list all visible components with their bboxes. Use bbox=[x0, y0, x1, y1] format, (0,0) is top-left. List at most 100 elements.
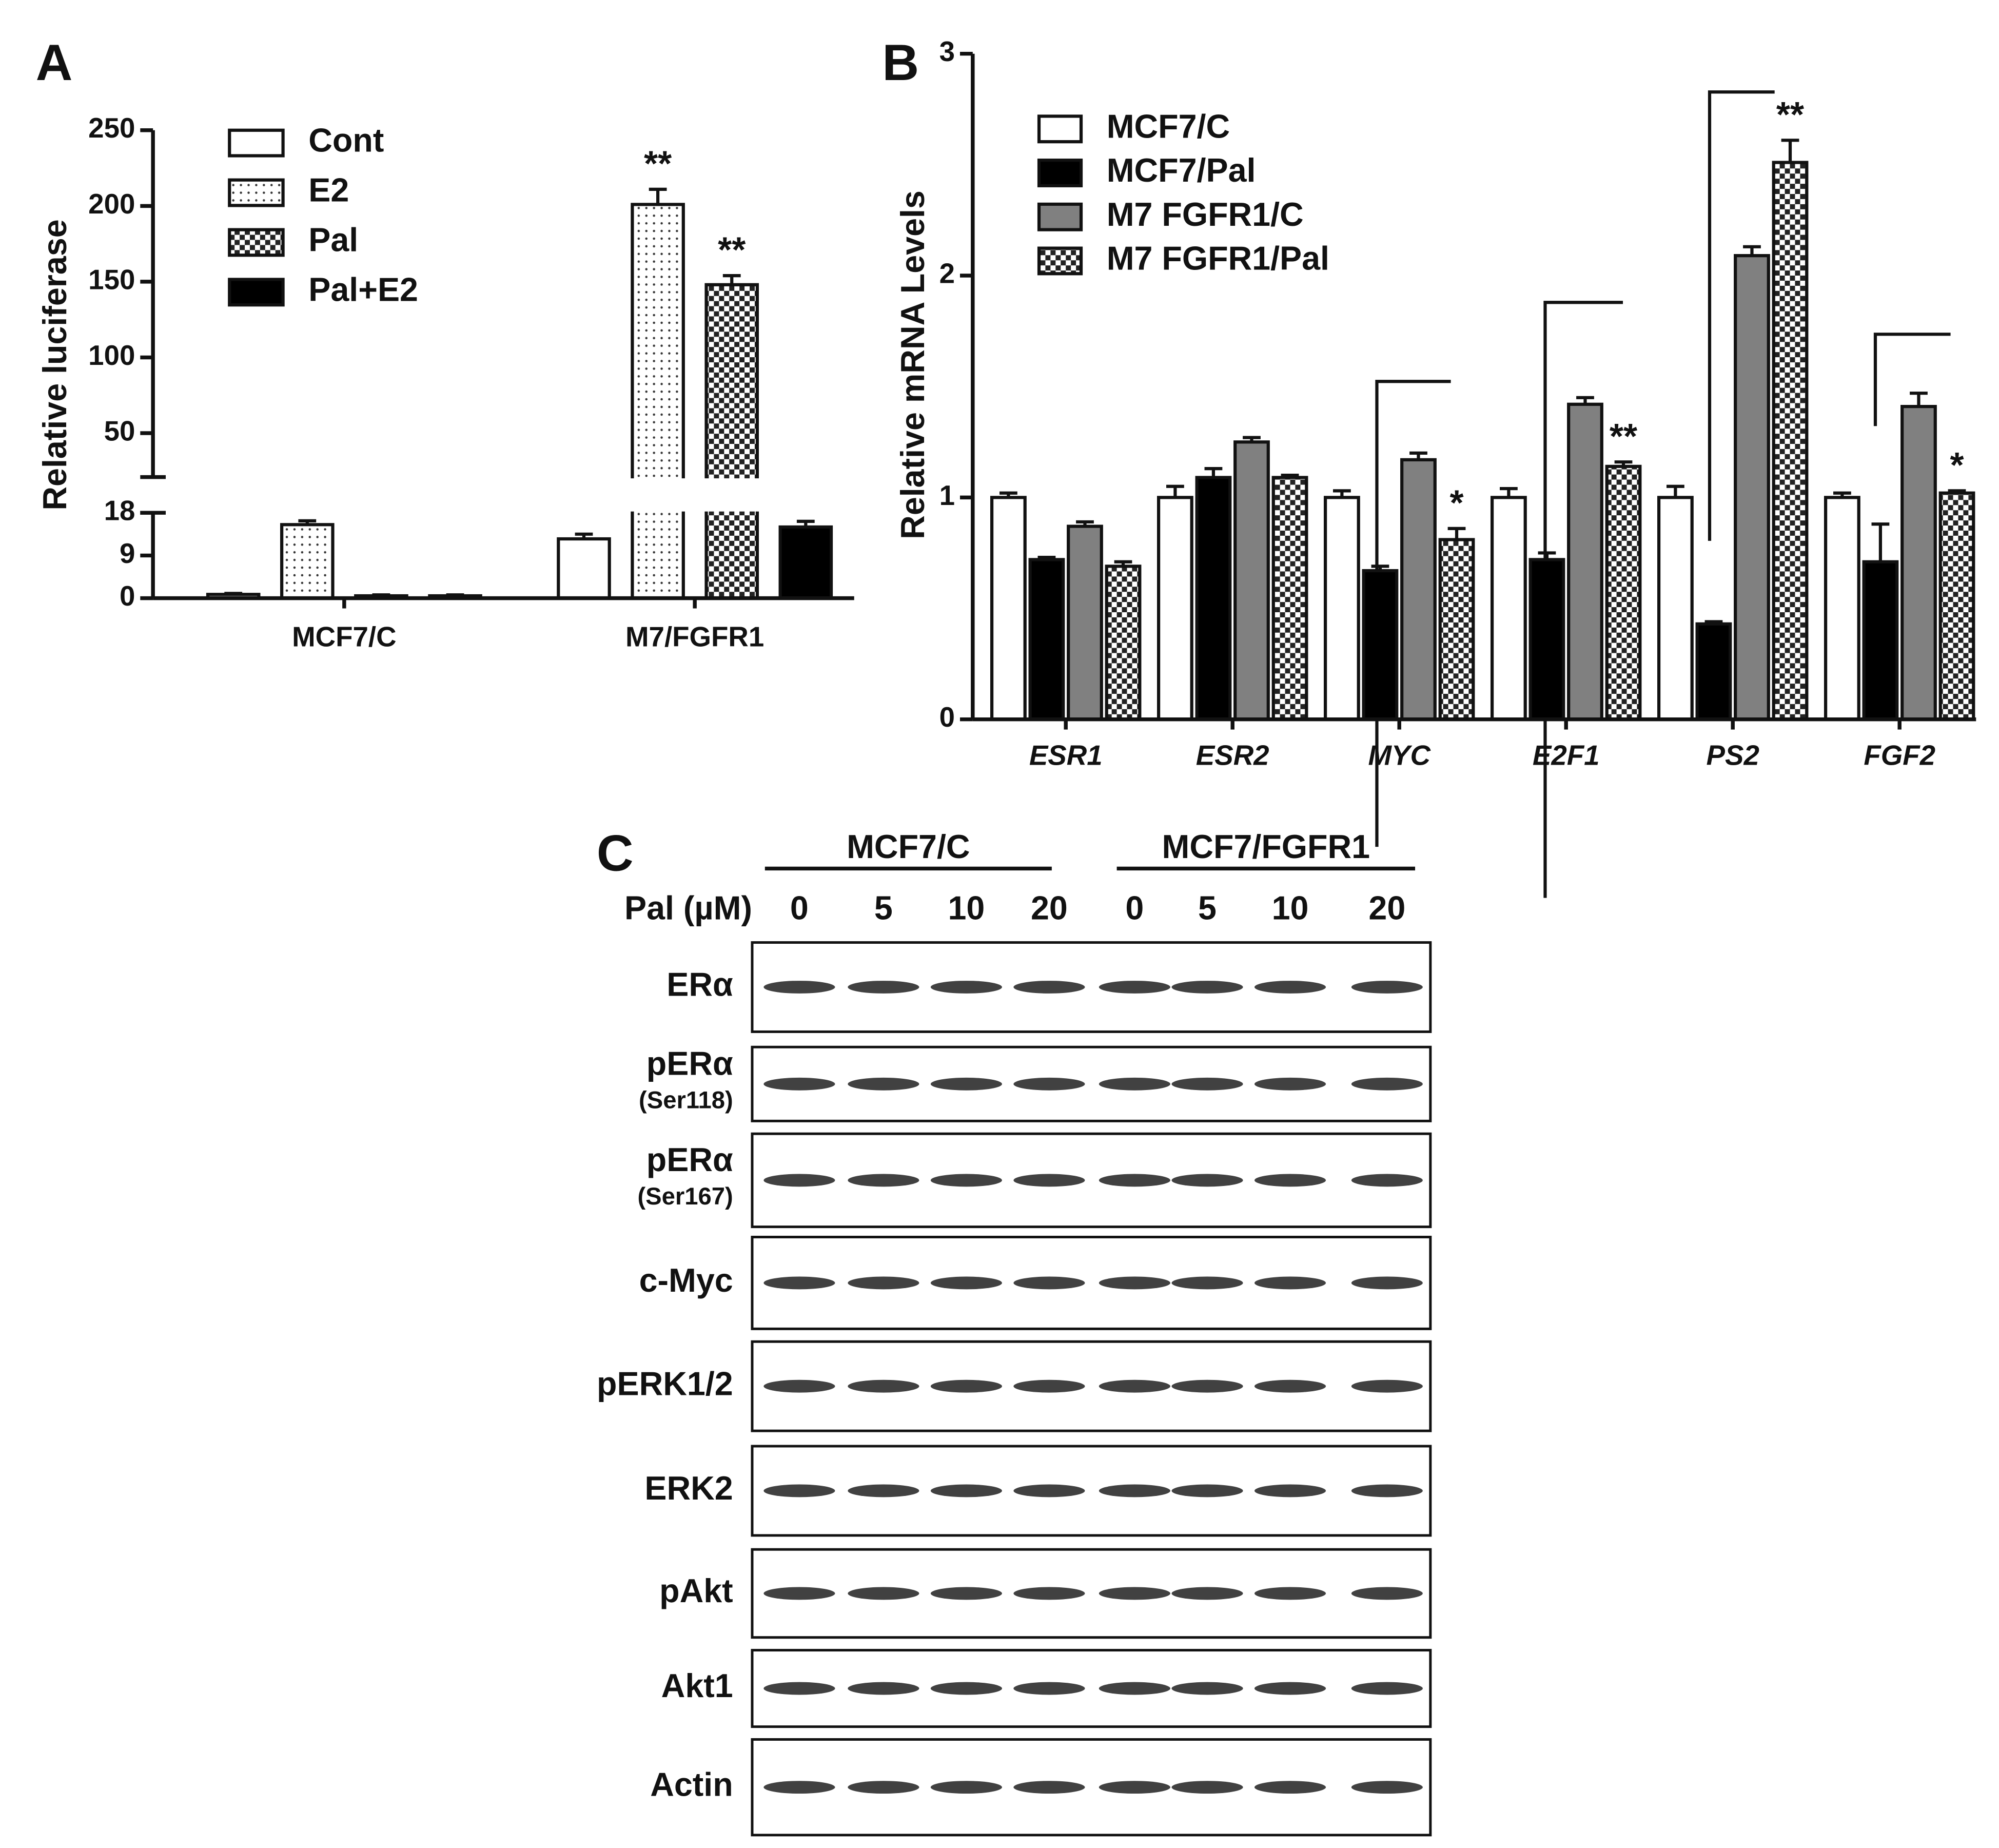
band bbox=[1099, 1484, 1170, 1497]
band bbox=[763, 1781, 835, 1794]
y-tick-label: 18 bbox=[104, 495, 135, 527]
error-bar bbox=[1281, 474, 1299, 478]
y-tick-label: 2 bbox=[939, 258, 955, 289]
dose: 20 bbox=[1031, 889, 1068, 926]
y-tick-label: 150 bbox=[88, 264, 135, 295]
error-bar bbox=[1114, 560, 1132, 567]
panel-label: A bbox=[36, 34, 73, 91]
legend-swatch bbox=[1037, 202, 1083, 231]
bar bbox=[704, 283, 759, 600]
band bbox=[763, 1484, 835, 1497]
band bbox=[930, 1276, 1002, 1290]
dose: 10 bbox=[1272, 889, 1309, 926]
band bbox=[1171, 1174, 1243, 1187]
bar bbox=[1438, 538, 1475, 721]
panel-label: C bbox=[597, 825, 634, 882]
row-label: pAkt bbox=[659, 1572, 733, 1609]
row-label: Actin bbox=[650, 1766, 733, 1803]
row-label: pERK1/2 bbox=[597, 1365, 733, 1402]
legend-swatch bbox=[228, 228, 285, 257]
band bbox=[1013, 1276, 1085, 1290]
band bbox=[1254, 1174, 1326, 1187]
band bbox=[1013, 1781, 1085, 1794]
band bbox=[1351, 1276, 1423, 1290]
band bbox=[1171, 1484, 1243, 1497]
error-bar bbox=[1000, 491, 1017, 498]
band bbox=[1099, 1174, 1170, 1187]
band bbox=[1351, 1174, 1423, 1187]
significance: ** bbox=[1776, 94, 1804, 134]
row-label: pERα bbox=[646, 1141, 733, 1178]
bar bbox=[1271, 476, 1308, 721]
axis-break bbox=[158, 478, 872, 512]
error-bar bbox=[1037, 555, 1056, 560]
band bbox=[1013, 1077, 1085, 1091]
dose: 0 bbox=[790, 889, 809, 926]
significance: * bbox=[1449, 483, 1463, 523]
legend-label: Pal+E2 bbox=[308, 271, 418, 308]
y-tick-label: 200 bbox=[88, 188, 135, 220]
y-tick-label: 1 bbox=[939, 480, 955, 511]
bar bbox=[1157, 496, 1193, 721]
bar bbox=[1528, 558, 1565, 721]
error-bar bbox=[224, 592, 243, 595]
error-bar bbox=[722, 274, 741, 285]
error-bar bbox=[1166, 484, 1184, 498]
band bbox=[930, 1781, 1002, 1794]
legend-swatch bbox=[1037, 159, 1083, 187]
legend-swatch bbox=[228, 128, 285, 158]
band bbox=[1013, 1484, 1085, 1497]
dose: 5 bbox=[874, 889, 893, 926]
y-tick-label: 9 bbox=[120, 538, 135, 569]
bar bbox=[778, 525, 833, 600]
error-bar bbox=[298, 519, 317, 525]
dose: 10 bbox=[948, 889, 985, 926]
dose-label: Pal (µM) bbox=[624, 889, 752, 926]
row-label: ERK2 bbox=[644, 1470, 733, 1507]
bar bbox=[1605, 464, 1642, 721]
bar bbox=[1490, 496, 1527, 721]
bar bbox=[1362, 569, 1399, 721]
bar bbox=[1695, 622, 1732, 721]
band bbox=[1254, 1077, 1326, 1091]
significance: * bbox=[1950, 445, 1964, 485]
band bbox=[763, 1276, 835, 1290]
x-tick-label: FGF2 bbox=[1864, 740, 1935, 771]
band bbox=[1099, 1379, 1170, 1393]
band bbox=[848, 1379, 919, 1393]
band bbox=[1254, 1781, 1326, 1794]
row-sublabel: (Ser118) bbox=[639, 1087, 733, 1114]
band bbox=[848, 1077, 919, 1091]
error-bar bbox=[1204, 467, 1223, 478]
band bbox=[763, 1077, 835, 1091]
band bbox=[1351, 1682, 1423, 1695]
band bbox=[1171, 1276, 1243, 1290]
band bbox=[1254, 1379, 1326, 1393]
band bbox=[930, 1484, 1002, 1497]
bar bbox=[1772, 161, 1809, 721]
legend-label: Pal bbox=[308, 221, 358, 258]
legend-swatch bbox=[228, 278, 285, 307]
bar bbox=[557, 537, 611, 600]
band bbox=[848, 1682, 919, 1695]
band bbox=[1254, 1276, 1326, 1290]
error-bar bbox=[575, 532, 593, 539]
bar bbox=[1824, 496, 1860, 721]
error-bar bbox=[1576, 396, 1594, 404]
error-bar bbox=[1409, 451, 1427, 460]
error-bar bbox=[1781, 139, 1799, 163]
x-tick-label: PS2 bbox=[1707, 740, 1759, 771]
band bbox=[1254, 1682, 1326, 1695]
band bbox=[848, 1484, 919, 1497]
band bbox=[1171, 1781, 1243, 1794]
band bbox=[930, 1077, 1002, 1091]
band bbox=[1351, 1484, 1423, 1497]
band bbox=[1099, 1077, 1170, 1091]
band bbox=[930, 1682, 1002, 1695]
band bbox=[1099, 1587, 1170, 1600]
bar bbox=[1938, 491, 1975, 721]
bar bbox=[1400, 458, 1437, 721]
band bbox=[1254, 981, 1326, 994]
bar bbox=[631, 203, 685, 600]
